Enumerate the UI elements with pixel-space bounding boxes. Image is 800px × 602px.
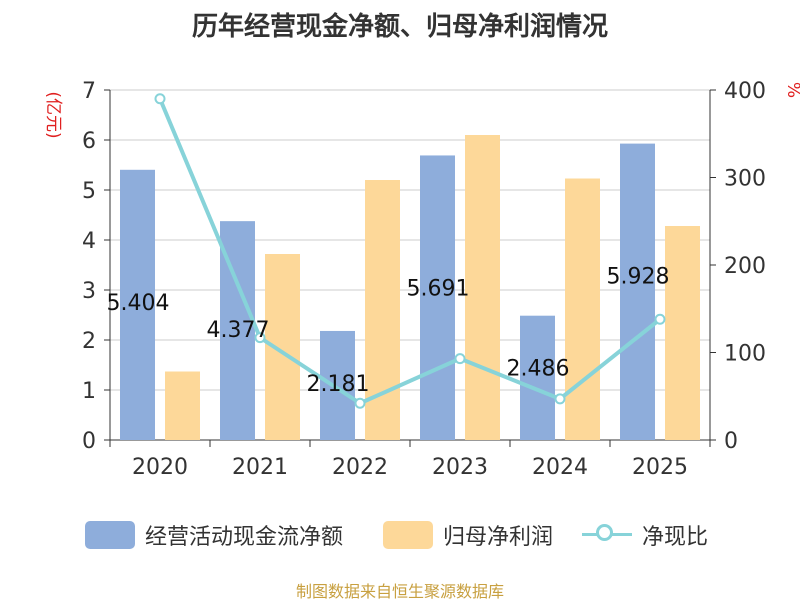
data-label-cashflow: 4.377 <box>207 318 270 343</box>
point-cash-ratio <box>654 313 666 325</box>
bar-cashflow <box>320 330 355 440</box>
legend-label-cashflow: 经营活动现金流净额 <box>145 525 344 550</box>
data-label-cashflow: 2.181 <box>307 372 370 397</box>
y-left-tick-label: 7 <box>82 79 96 104</box>
legend-label-net-profit: 归母净利润 <box>443 525 554 550</box>
data-label-cashflow: 2.486 <box>507 357 570 382</box>
y-left-tick-label: 6 <box>82 129 96 154</box>
x-tick-label: 2021 <box>232 455 288 480</box>
legend-item-net-profit[interactable]: 归母净利润 <box>383 515 553 555</box>
bar-net-profit <box>365 180 400 440</box>
legend-item-cash-ratio[interactable]: 净现比 <box>582 515 708 555</box>
legend-swatch-net-profit <box>383 521 433 549</box>
bar-cashflow <box>120 169 155 441</box>
source-note: 制图数据来自恒生聚源数据库 <box>295 582 504 601</box>
bar-net-profit <box>665 226 700 440</box>
point-cash-ratio <box>554 393 566 405</box>
point-cash-ratio <box>354 397 366 409</box>
y-left-tick-label: 4 <box>82 229 96 254</box>
point-cash-ratio <box>254 332 266 344</box>
y-right-tick-label: 0 <box>724 429 738 454</box>
legend-item-cashflow[interactable]: 经营活动现金流净额 <box>85 515 343 555</box>
legend-swatch-cash-ratio <box>582 521 632 549</box>
legend-swatch-cashflow <box>85 521 135 549</box>
y-right-axis-label: % <box>783 82 800 98</box>
legend-label-cash-ratio: 净现比 <box>642 525 709 550</box>
bar-net-profit <box>565 178 600 440</box>
bar-cashflow <box>520 315 555 440</box>
y-left-axis-label: (亿元) <box>43 91 63 138</box>
bar-net-profit <box>265 254 300 440</box>
data-label-cashflow: 5.928 <box>607 265 670 290</box>
point-cash-ratio <box>454 353 466 365</box>
data-label-cashflow: 5.404 <box>107 291 170 316</box>
bar-cashflow <box>420 155 455 440</box>
x-tick-label: 2023 <box>432 455 488 480</box>
bar-net-profit <box>165 371 200 440</box>
y-right-tick-label: 100 <box>724 342 766 367</box>
bar-net-profit <box>465 135 500 440</box>
y-right-tick-label: 200 <box>724 254 766 279</box>
y-left-tick-label: 2 <box>82 329 96 354</box>
y-right-tick-label: 300 <box>724 167 766 192</box>
point-cash-ratio <box>154 93 166 105</box>
data-label-cashflow: 5.691 <box>407 276 470 301</box>
x-tick-label: 2020 <box>132 455 188 480</box>
y-left-tick-label: 1 <box>82 379 96 404</box>
line-cash-ratio <box>158 97 662 406</box>
bar-cashflow <box>620 143 655 440</box>
x-tick-label: 2022 <box>332 455 388 480</box>
x-tick-label: 2024 <box>532 455 588 480</box>
y-left-tick-label: 0 <box>82 429 96 454</box>
y-right-tick-label: 400 <box>724 79 766 104</box>
legend: 经营活动现金流净额 归母净利润 净现比 <box>0 515 800 555</box>
y-left-tick-label: 3 <box>82 279 96 304</box>
x-tick-label: 2025 <box>632 455 688 480</box>
y-left-tick-label: 5 <box>82 179 96 204</box>
chart-title: 历年经营现金净额、归母净利润情况 <box>191 12 608 42</box>
